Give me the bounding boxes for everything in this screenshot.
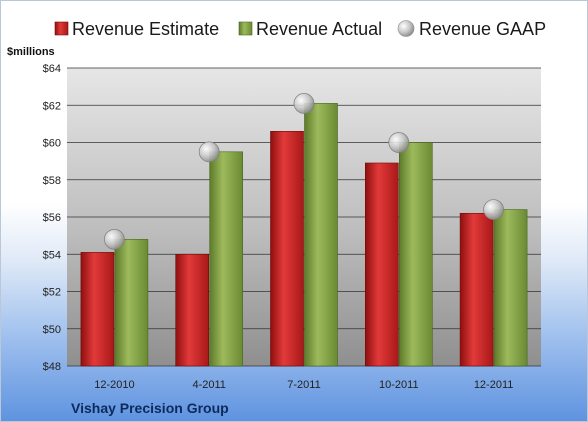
y-tick-label: $60	[43, 138, 61, 150]
legend: Revenue Estimate Revenue Actual Revenue …	[54, 19, 546, 39]
marker-revenue-gaap	[293, 93, 315, 114]
y-axis-ticks: $48 $50 $52 $54 $56 $58 $60 $62 $64	[43, 63, 61, 373]
marker-revenue-gaap	[388, 132, 410, 153]
bar-revenue-estimate	[364, 162, 399, 367]
legend-swatch-revenue-gaap	[397, 20, 415, 37]
x-tick-label: 4-2011	[192, 379, 225, 391]
bar-revenue-estimate	[270, 131, 304, 367]
bar-revenue-estimate	[80, 252, 115, 367]
legend-swatch-revenue-actual	[238, 21, 253, 36]
y-tick-label: $56	[43, 212, 61, 224]
bar-revenue-actual	[398, 142, 433, 367]
bar-revenue-actual	[304, 103, 338, 367]
y-tick-label: $52	[43, 287, 61, 299]
legend-label-revenue-actual: Revenue Actual	[256, 19, 382, 39]
bar-revenue-actual	[493, 209, 528, 367]
bar-revenue-actual	[209, 151, 243, 367]
legend-swatch-revenue-estimate	[54, 21, 69, 36]
x-tick-label: 7-2011	[287, 379, 320, 391]
x-tick-label: 12-2011	[474, 379, 514, 391]
bar-revenue-estimate	[459, 212, 494, 367]
legend-item-revenue-estimate: Revenue Estimate	[54, 19, 219, 39]
company-name: Vishay Precision Group	[71, 400, 229, 416]
bar-revenue-estimate	[175, 253, 209, 367]
gaap-markers	[104, 93, 504, 250]
y-tick-label: $48	[43, 361, 61, 373]
y-tick-label: $58	[43, 175, 61, 187]
bars	[80, 103, 528, 367]
legend-label-revenue-estimate: Revenue Estimate	[72, 19, 219, 39]
marker-revenue-gaap	[198, 141, 220, 163]
y-tick-label: $54	[43, 249, 61, 261]
x-tick-label: 12-2010	[94, 379, 134, 391]
bar-revenue-actual	[114, 239, 149, 367]
x-tick-label: 10-2011	[379, 379, 419, 391]
x-axis-ticks: 12-2010 4-2011 7-2011 10-2011 12-2011	[94, 379, 513, 391]
y-tick-label: $64	[43, 63, 61, 75]
marker-revenue-gaap	[483, 199, 504, 220]
y-axis-unit-label: $millions	[7, 46, 55, 58]
y-tick-label: $62	[43, 100, 61, 112]
legend-item-revenue-actual: Revenue Actual	[238, 19, 382, 39]
y-tick-label: $50	[43, 324, 61, 336]
legend-item-revenue-gaap: Revenue GAAP	[397, 19, 546, 39]
legend-label-revenue-gaap: Revenue GAAP	[419, 19, 546, 39]
marker-revenue-gaap	[104, 229, 125, 250]
